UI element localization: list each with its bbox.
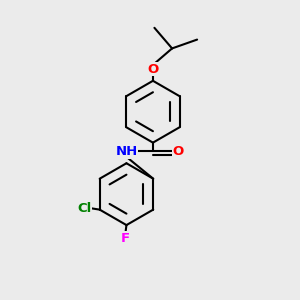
Text: Cl: Cl [77,202,92,215]
Text: O: O [147,62,159,76]
Text: NH: NH [115,145,138,158]
Text: O: O [172,145,184,158]
Text: F: F [120,232,130,245]
